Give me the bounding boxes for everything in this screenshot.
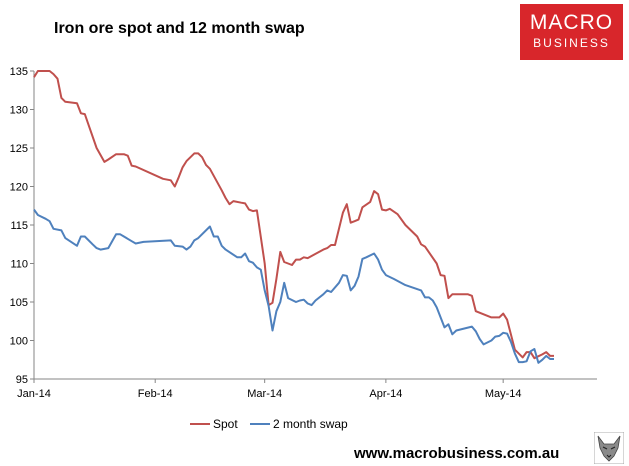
x-tick-label: Apr-14 xyxy=(369,388,402,400)
x-tick-label: Feb-14 xyxy=(138,388,173,400)
y-tick-label: 125 xyxy=(10,143,28,155)
chart-axes: 95 100 105 110 115 120 125 130 135 Jan-14 Feb-14 Ma… xyxy=(10,66,597,400)
x-tick-label: Jan-14 xyxy=(17,388,51,400)
footer-url: www.macrobusiness.com.au xyxy=(354,445,560,462)
y-tick-label: 100 xyxy=(10,336,28,348)
y-tick-label: 115 xyxy=(10,220,28,232)
y-tick-label: 105 xyxy=(10,297,28,309)
y-tick-label: 95 xyxy=(16,374,28,386)
legend-label: 2 month swap xyxy=(273,417,348,431)
x-tick-label: May-14 xyxy=(485,388,522,400)
y-tick-label: 110 xyxy=(10,259,28,271)
y-tick-label: 120 xyxy=(10,182,28,194)
chart-series xyxy=(33,70,554,364)
chart-legend: Spot 2 month swap xyxy=(190,417,348,431)
x-tick-label: Mar-14 xyxy=(247,388,282,400)
logo-line-2: BUSINESS xyxy=(533,36,610,50)
series-line-spot xyxy=(33,70,554,360)
wolf-logo-icon xyxy=(594,432,624,464)
legend-label: Spot xyxy=(213,417,238,431)
logo-line-1: MACRO xyxy=(529,11,614,34)
series-line-swap xyxy=(33,209,554,364)
y-tick-label: 135 xyxy=(10,66,28,78)
y-tick-label: 130 xyxy=(10,105,28,117)
chart-title: Iron ore spot and 12 month swap xyxy=(54,20,305,37)
macrobusiness-logo: MACRO BUSINESS xyxy=(520,4,623,60)
